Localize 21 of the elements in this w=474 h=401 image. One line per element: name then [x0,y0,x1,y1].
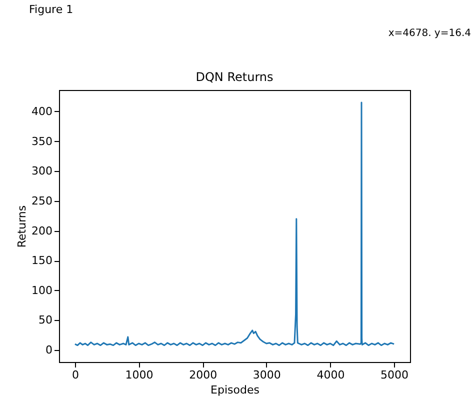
x-tick-label: 1000 [125,368,154,382]
x-tick-label: 2000 [189,368,218,382]
x-tick-label: 5000 [380,368,409,382]
y-tick-label: 150 [32,254,52,268]
y-tick-label: 400 [32,104,52,118]
y-axis-title: Returns [16,205,29,248]
y-tick-label: 350 [32,134,52,148]
chart-title: DQN Returns [196,70,274,84]
line-series [74,102,395,346]
y-tick-label: 200 [32,224,52,238]
x-axis-title: Episodes [210,384,260,396]
y-tick-label: 300 [32,164,52,178]
y-tick-label: 50 [38,314,52,327]
x-tick-label: 0 [72,368,79,382]
y-tick-label: 100 [32,284,52,297]
caption: Figure 1 [29,3,74,16]
x-tick-label: 3000 [252,368,281,382]
x-tick-label: 4000 [316,368,345,382]
y-tick-label: 0 [46,344,52,357]
text: x=4678. y=16.4 [388,28,471,39]
y-tick-label: 250 [32,194,52,208]
